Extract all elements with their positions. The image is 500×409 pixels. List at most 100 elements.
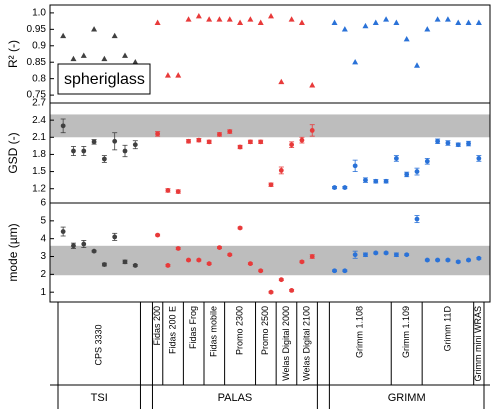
- point: [155, 131, 161, 137]
- point: [288, 16, 295, 22]
- y-tick-label: 6: [40, 198, 46, 209]
- point: [298, 19, 305, 25]
- point: [112, 138, 118, 144]
- y-tick-label: 2.4: [32, 115, 46, 126]
- point: [268, 182, 274, 188]
- point: [383, 16, 390, 22]
- device-label: Fidas 200: [152, 306, 162, 346]
- point: [424, 257, 430, 263]
- point: [175, 246, 181, 251]
- y-tick-label: 3: [40, 251, 46, 262]
- point: [247, 261, 253, 267]
- point: [475, 19, 482, 25]
- device-label: Grimm mini WRAS: [473, 306, 483, 382]
- point: [414, 62, 420, 68]
- y-tick-label: 2.7: [32, 98, 46, 109]
- y-tick-label: 5: [40, 215, 46, 226]
- device-label: Fidas mobile: [209, 306, 219, 357]
- point: [455, 142, 461, 148]
- point: [81, 148, 87, 154]
- device-label: Fidas Frog: [188, 306, 198, 349]
- point: [455, 19, 462, 25]
- y-axis-label: GSD (-): [6, 132, 20, 173]
- y-tick-label: 1.5: [32, 166, 46, 177]
- point: [393, 19, 400, 25]
- point: [196, 137, 202, 143]
- point: [101, 262, 107, 267]
- point: [278, 277, 284, 283]
- point: [60, 32, 67, 39]
- point: [352, 252, 358, 258]
- point: [122, 259, 128, 265]
- point: [226, 16, 233, 22]
- point: [465, 19, 472, 25]
- annotation-box: [57, 63, 151, 95]
- point: [332, 185, 337, 190]
- y-tick-label: 0.8: [32, 73, 46, 84]
- point: [455, 259, 461, 265]
- point: [112, 234, 118, 240]
- point: [373, 178, 379, 184]
- device-label: Promo 2500: [260, 306, 270, 355]
- point: [309, 128, 315, 133]
- point: [164, 72, 171, 78]
- point: [122, 52, 128, 58]
- point: [60, 229, 66, 234]
- point: [186, 257, 191, 263]
- point: [341, 26, 348, 32]
- point: [60, 123, 66, 129]
- device-label: Fidas 200 E: [167, 306, 177, 354]
- y-tick-label: 4: [40, 233, 46, 244]
- point: [435, 138, 441, 144]
- device-label: Promo 2300: [234, 306, 244, 355]
- point: [81, 241, 87, 247]
- point: [258, 139, 264, 145]
- point: [101, 156, 107, 162]
- point: [352, 163, 358, 169]
- y-tick-label: 1.2: [32, 183, 46, 194]
- point: [332, 268, 337, 274]
- device-label: CPS 3330: [94, 324, 104, 365]
- point: [383, 250, 389, 256]
- point: [435, 257, 441, 263]
- point: [331, 19, 338, 25]
- group-label: TSI: [91, 392, 108, 404]
- y-tick-label: 0.9: [32, 40, 46, 51]
- point: [165, 263, 171, 268]
- y-tick-label: 0.75: [27, 90, 47, 101]
- device-label: Grimm 1.108: [355, 306, 365, 358]
- y-tick-label: 1: [40, 287, 46, 298]
- point: [342, 268, 348, 274]
- group-label: GRIMM: [388, 392, 426, 404]
- point: [268, 289, 274, 295]
- point: [195, 12, 202, 19]
- point: [309, 254, 315, 259]
- point: [424, 26, 431, 32]
- point: [154, 19, 161, 25]
- point: [424, 158, 430, 164]
- point: [237, 144, 243, 150]
- point: [247, 16, 254, 22]
- y-tick-label: 0.85: [27, 57, 47, 68]
- point: [71, 148, 76, 154]
- point: [206, 261, 212, 267]
- point: [217, 132, 222, 137]
- point: [216, 16, 223, 22]
- point: [91, 139, 97, 145]
- y-tick-label: 1.0: [32, 8, 46, 19]
- point: [476, 156, 482, 161]
- point: [289, 142, 295, 148]
- point: [299, 259, 305, 265]
- point: [393, 252, 399, 258]
- point: [132, 263, 138, 268]
- point: [101, 55, 108, 62]
- point: [237, 19, 244, 25]
- device-label: Grimm 1.109: [401, 306, 411, 358]
- point: [445, 257, 451, 263]
- point: [476, 255, 482, 261]
- point: [414, 216, 420, 222]
- point: [217, 245, 222, 250]
- point: [185, 16, 192, 22]
- point: [342, 185, 348, 190]
